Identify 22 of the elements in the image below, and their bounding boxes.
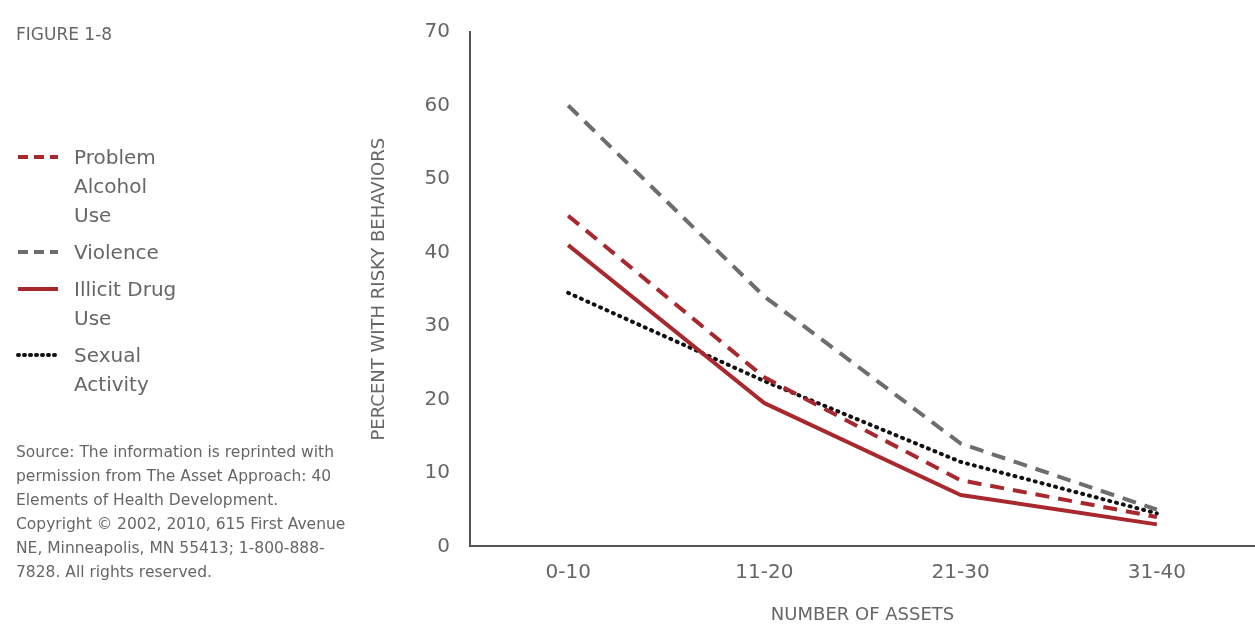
legend-label: Illicit Drug Use [74,276,178,332]
x-tick-label: 11-20 [735,558,794,583]
y-tick-label: 70 [424,18,451,43]
y-tick-label: 10 [424,459,451,484]
x-tick-label: 0-10 [545,558,591,583]
x-tick-label: 21-30 [931,558,990,583]
y-tick-label: 30 [424,312,451,337]
y-tick-label: 60 [424,91,451,116]
line-series [566,103,1159,512]
y-tick-label: 20 [424,385,451,410]
legend-label: Problem Alcohol Use [74,144,157,229]
x-tick-label: 31-40 [1127,558,1186,583]
source-note: Source: The information is reprinted with permission from The Asset Approach: 40 Elements of Health Development. Copyright © 2002, 2010, 615 First Avenue NE, Minneapolis, MN 55413; 1-800-888-7828. All rights reserved. [16,442,347,583]
x-axis-title: NUMBER OF ASSETS [770,602,955,624]
y-tick-label: 50 [424,165,451,190]
line-series [566,290,1159,516]
text: FIGURE 1-8 [16,24,113,44]
legend-label: Sexual Activity [74,342,150,398]
y-tick-label: 40 [424,238,451,263]
legend-label: Violence [74,239,160,266]
y-tick-label: 0 [437,532,451,557]
y-axis-title: PERCENT WITH RISKY BEHAVIORS [367,137,389,441]
